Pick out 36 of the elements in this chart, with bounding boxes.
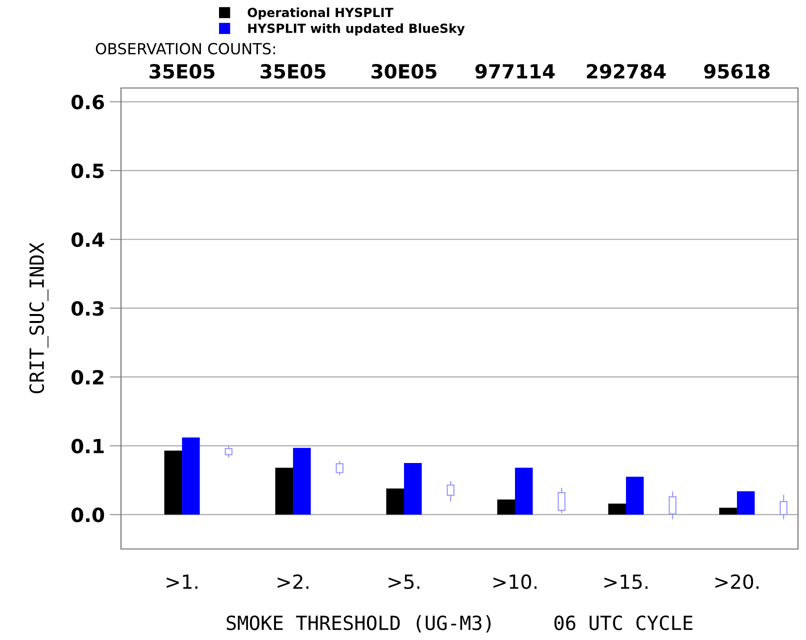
text: 35E05 [260,64,326,79]
bar [404,462,422,515]
bar [497,499,515,515]
bar [626,476,644,515]
y-tick-label: 0.1 [72,438,104,454]
bar [514,468,533,515]
text: 35E05 [150,64,214,79]
y-tick-label: 0.3 [72,301,104,316]
text: 30E05 [372,64,436,79]
x-tick-label: >2. [278,574,308,589]
bar [275,468,294,515]
bar [293,448,311,515]
legend-label: Operational HYSPLIT [248,8,394,20]
x-tick-label: >1. [166,574,198,589]
x-tick-label: >15. [604,574,648,590]
bar [719,508,737,515]
text: OBSERVATION COUNTS: [96,42,275,54]
x-tick-label: >10. [493,574,536,590]
x-tick-label: >20. [715,574,758,590]
x-axis-title: SMOKE THRESHOLD (UG-M3) 06 UTC CYCLE [226,615,692,632]
bar [164,450,182,515]
text: 95618 [704,64,770,79]
y-axis-title: CRIT_SUC_INDX [29,242,48,394]
x-tick-label: >5. [388,574,420,590]
bar [182,438,200,515]
y-tick-label: 0.2 [72,370,104,385]
bar [736,491,755,515]
y-tick-label: 0.5 [72,164,104,178]
y-tick-label: 0.6 [72,94,104,110]
legend-label: HYSPLIT with updated BlueSky [248,23,465,36]
bar [386,488,404,515]
y-tick-label: 0.4 [72,232,104,248]
y-tick-label: 0.0 [72,508,104,522]
bar [608,504,626,515]
text: 292784 [586,64,666,79]
text: 977114 [475,64,555,79]
